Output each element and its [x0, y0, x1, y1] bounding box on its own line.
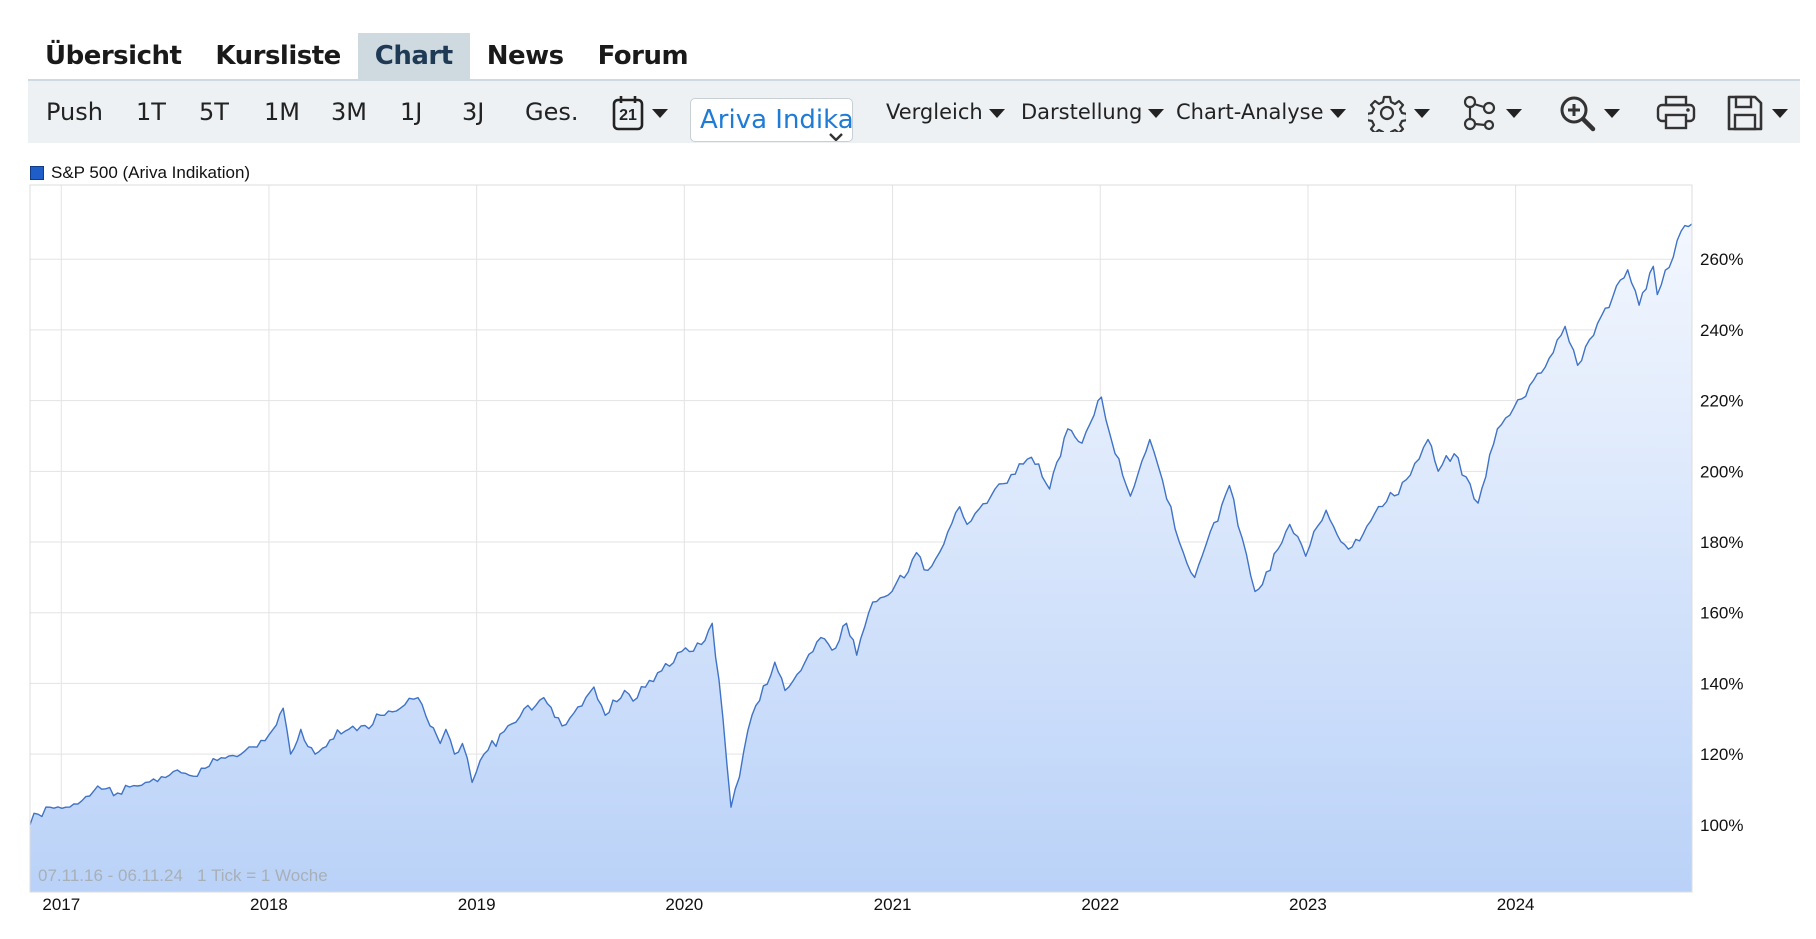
zoom-dropdown[interactable]: [1558, 94, 1620, 132]
darstellung-label: Darstellung: [1021, 100, 1143, 124]
legend-label: S&P 500 (Ariva Indikation): [51, 163, 251, 182]
settings-icon: [1368, 94, 1406, 132]
settings-dropdown[interactable]: [1368, 94, 1430, 132]
chart-legend: S&P 500 (Ariva Indikation): [30, 163, 250, 183]
print-button[interactable]: [1656, 95, 1696, 131]
caret-down-icon: [1604, 108, 1620, 118]
tab-forum[interactable]: Forum: [597, 41, 689, 71]
y-tick-label: 180%: [1700, 533, 1743, 552]
chevron-down-icon: [828, 114, 844, 141]
chart-toolbar: Push 1T 5T 1M 3M 1J 3J Ges. 21 Ariva Ind…: [28, 79, 1800, 143]
calendar-day: 21: [619, 107, 637, 124]
chart-analyse-menu[interactable]: Chart-Analyse: [1176, 81, 1346, 143]
x-tick-label: 2023: [1289, 895, 1327, 914]
range-1t-button[interactable]: 1T: [136, 98, 166, 126]
x-tick-label: 2024: [1497, 895, 1535, 914]
vergleich-menu[interactable]: Vergleich: [886, 81, 1005, 143]
caret-down-icon: [1506, 108, 1522, 118]
legend-swatch: [30, 166, 44, 180]
caret-down-icon: [1329, 108, 1346, 118]
range-3j-button[interactable]: 3J: [462, 98, 485, 126]
caret-down-icon: [1148, 108, 1165, 118]
tab-uebersicht[interactable]: Übersicht: [45, 41, 182, 71]
x-tick-label: 2017: [42, 895, 80, 914]
date-range: 07.11.16 - 06.11.24: [38, 866, 183, 885]
range-1m-button[interactable]: 1M: [264, 98, 300, 126]
calendar-dropdown[interactable]: 21: [612, 95, 668, 131]
source-select-value: Ariva Indikation: [700, 105, 853, 135]
vergleich-label: Vergleich: [886, 100, 983, 124]
x-tick-label: 2022: [1081, 895, 1119, 914]
x-tick-label: 2020: [665, 895, 703, 914]
range-1j-button[interactable]: 1J: [400, 98, 423, 126]
darstellung-menu[interactable]: Darstellung: [1021, 81, 1165, 143]
series-area: [30, 223, 1692, 892]
zoom-icon: [1558, 94, 1596, 132]
calendar-caret-icon: [652, 108, 668, 118]
y-tick-label: 120%: [1700, 745, 1743, 764]
range-push-button[interactable]: Push: [46, 98, 103, 126]
y-tick-label: 240%: [1700, 321, 1743, 340]
y-tick-label: 140%: [1700, 674, 1743, 693]
tick-info: 1 Tick = 1 Woche: [197, 866, 328, 885]
plot-frame: [29, 184, 1693, 893]
caret-down-icon: [1772, 108, 1788, 118]
save-dropdown[interactable]: [1726, 95, 1788, 131]
indicators-dropdown[interactable]: [1462, 95, 1522, 131]
x-tick-label: 2021: [874, 895, 912, 914]
range-info: 07.11.16 - 06.11.24 1 Tick = 1 Woche: [38, 866, 328, 886]
y-tick-label: 220%: [1700, 392, 1743, 411]
x-tick-label: 2019: [458, 895, 496, 914]
y-tick-label: 200%: [1700, 462, 1743, 481]
save-icon: [1726, 94, 1764, 132]
caret-down-icon: [1414, 108, 1430, 118]
tab-kursliste[interactable]: Kursliste: [215, 41, 341, 71]
x-tick-label: 2018: [250, 895, 288, 914]
calendar-icon: 21: [612, 95, 644, 131]
caret-down-icon: [988, 108, 1005, 118]
tab-news[interactable]: News: [486, 41, 564, 71]
indicators-icon: [1462, 95, 1498, 131]
range-3m-button[interactable]: 3M: [331, 98, 367, 126]
range-5t-button[interactable]: 5T: [199, 98, 229, 126]
y-tick-label: 160%: [1700, 604, 1743, 623]
chart-analyse-label: Chart-Analyse: [1176, 100, 1324, 124]
range-ges-button[interactable]: Ges.: [525, 98, 579, 126]
source-select[interactable]: Ariva Indikation: [690, 98, 853, 142]
series-line: [29, 223, 1693, 826]
print-icon: [1656, 95, 1696, 131]
main-tabs: Übersicht Kursliste Chart News Forum: [28, 33, 705, 91]
y-tick-label: 260%: [1700, 250, 1743, 269]
y-tick-label: 100%: [1700, 816, 1743, 835]
